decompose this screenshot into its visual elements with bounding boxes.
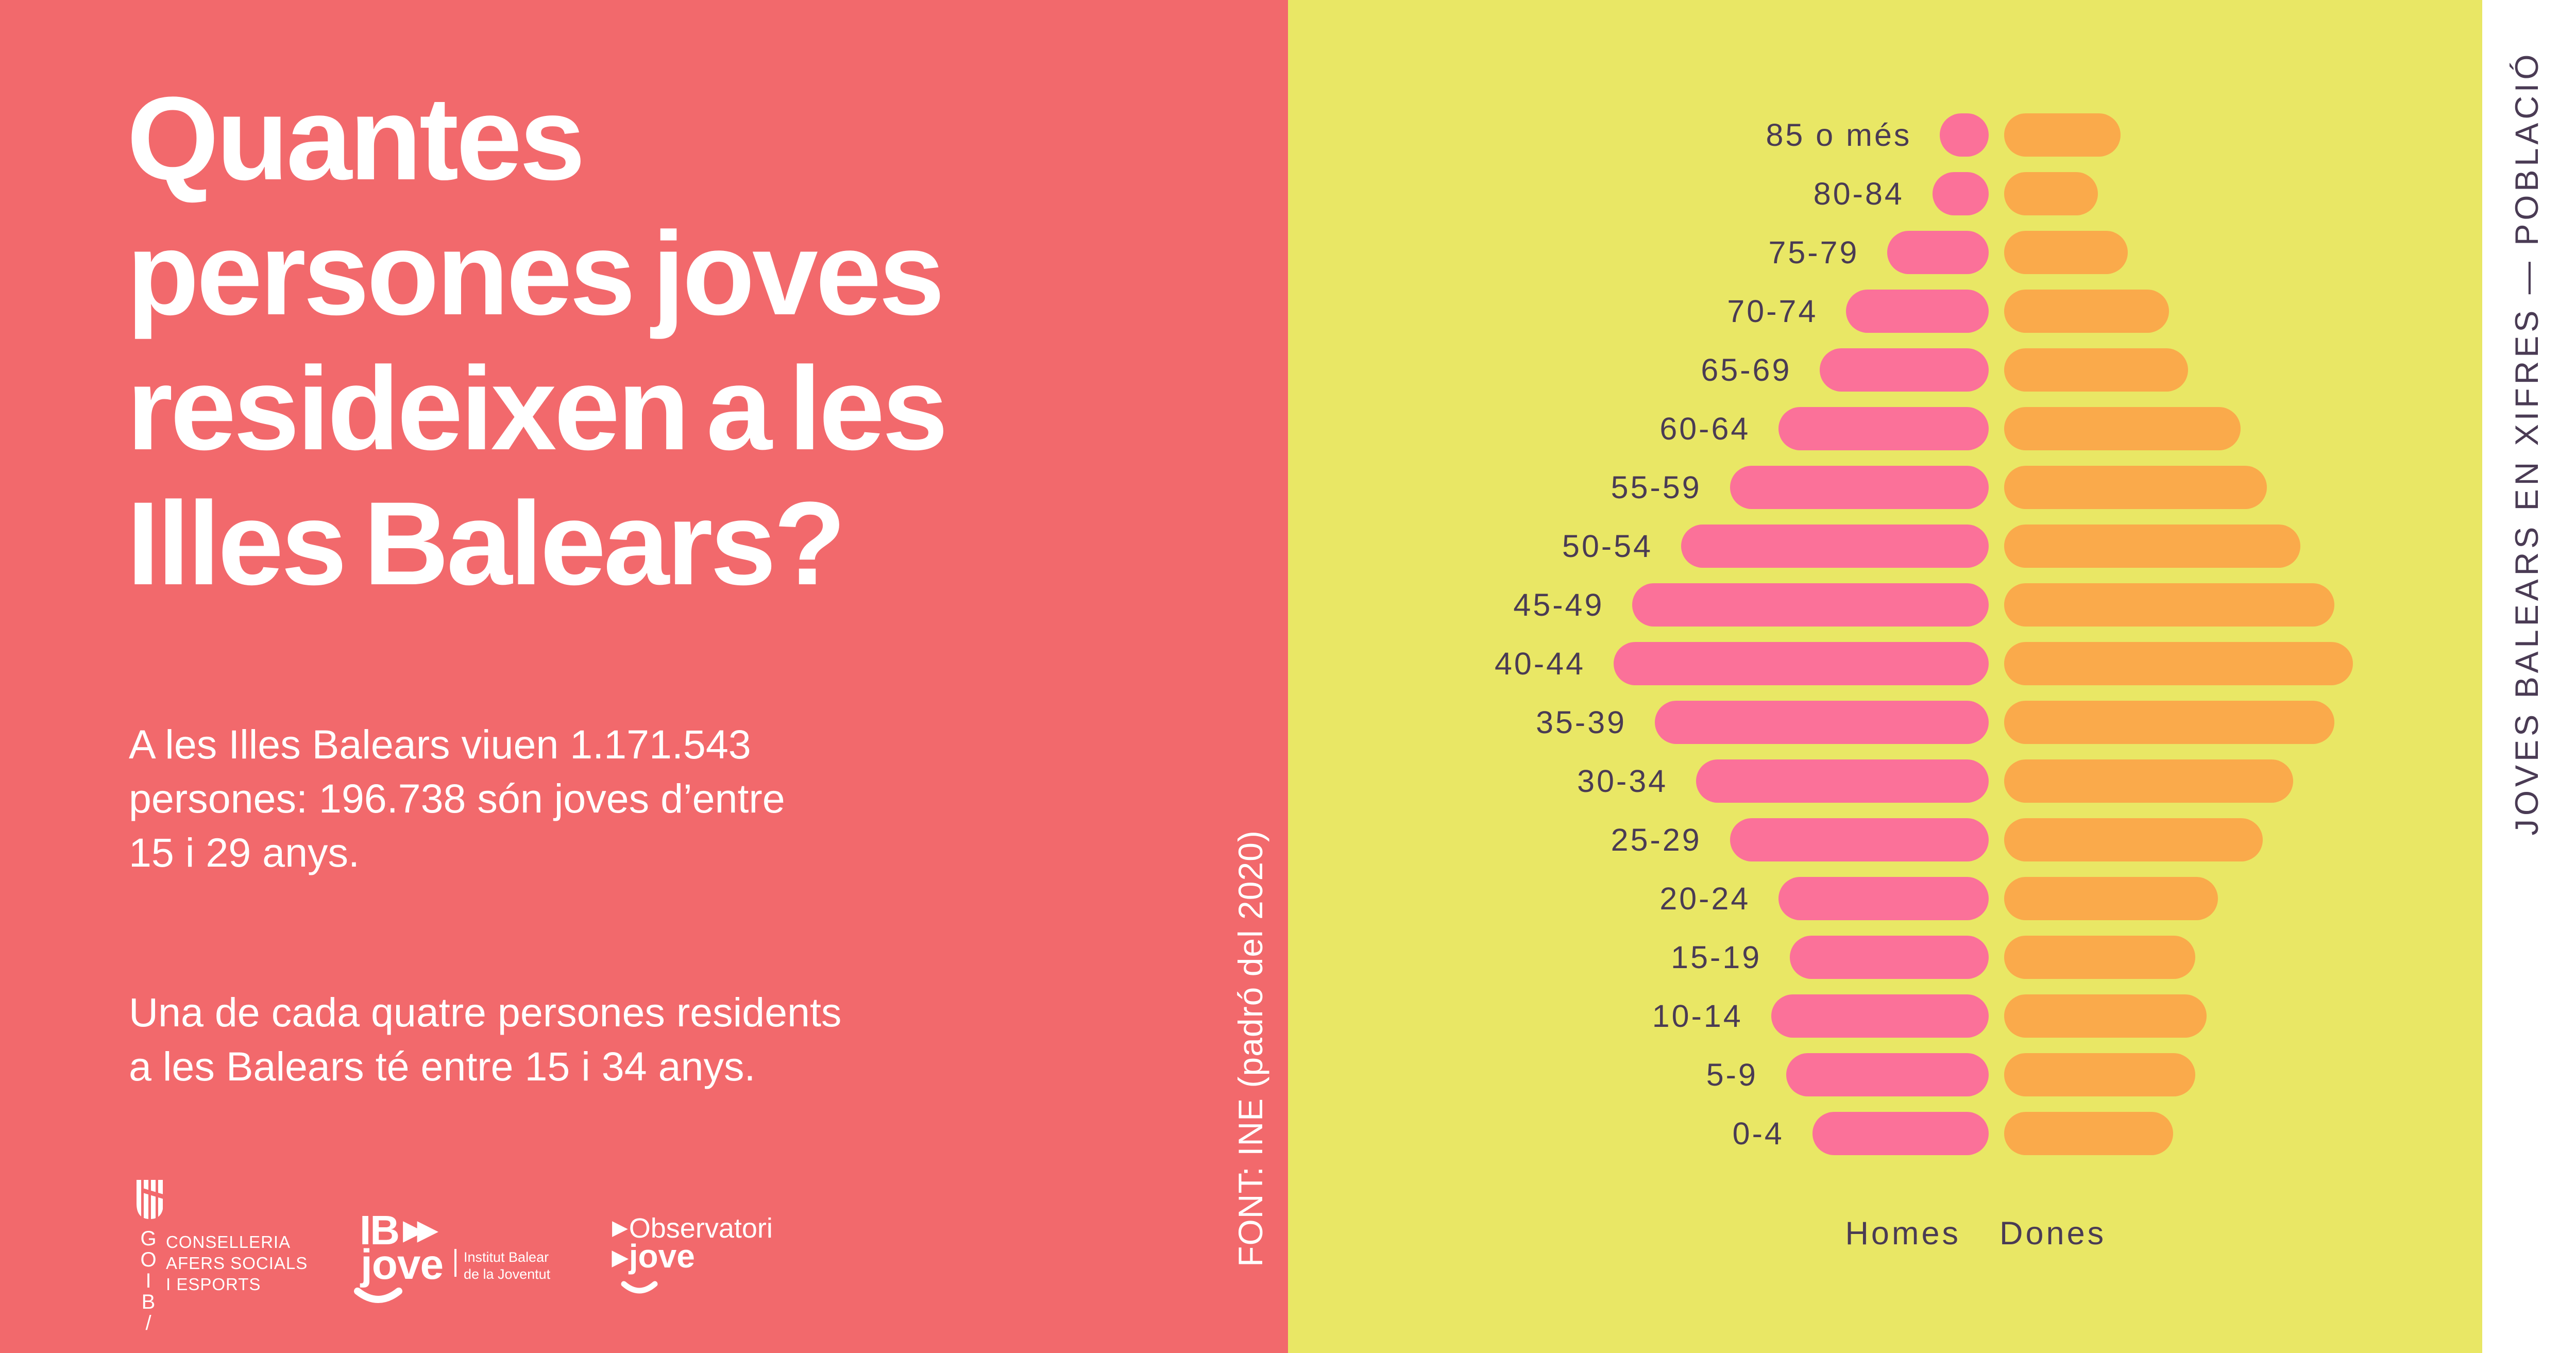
section-caption: JOVES BALEARS EN XIFRES — POBLACIÓ — [2509, 50, 2545, 836]
secondary-paragraph: Una de cada quatre persones residents a … — [129, 985, 841, 1093]
paragraph-line: persones: 196.738 són joves d’entre — [129, 775, 785, 821]
goib-letter: B — [141, 1291, 156, 1313]
paragraph-line: Una de cada quatre persones residents — [129, 989, 842, 1035]
ibjove-tagline: Institut Balear de la Joventut — [464, 1249, 550, 1283]
goib-department-line: CONSELLERIA — [166, 1232, 291, 1251]
observatori-jove-logo: ▶Observatori ▶jove — [612, 1214, 828, 1301]
observatori-wordmark: ▶Observatori — [612, 1214, 773, 1242]
goib-shield-icon — [137, 1180, 163, 1219]
left-text-panel — [0, 0, 1288, 1353]
legend-label-homes: Homes — [1845, 1215, 1961, 1251]
goib-letter: G — [140, 1227, 157, 1250]
intro-paragraph: A les Illes Balears viuen 1.171.543 pers… — [129, 717, 785, 880]
vertical-divider — [454, 1249, 456, 1277]
chart-panel — [1288, 0, 2482, 1353]
title-line: persones joves — [127, 207, 945, 340]
paragraph-line: 15 i 29 anys. — [129, 830, 360, 875]
goib-letter: O — [140, 1248, 157, 1271]
source-note: FONT: INE (padró del 2020) — [1231, 830, 1269, 1267]
play-arrow-icon: ▶ — [612, 1216, 629, 1239]
ibjove-tagline-line: de la Joventut — [464, 1266, 551, 1282]
ibjove-tagline-line: Institut Balear — [464, 1249, 549, 1265]
legend-label-dones: Dones — [1999, 1215, 2107, 1251]
paragraph-line: A les Illes Balears viuen 1.171.543 — [129, 721, 751, 767]
observatori-text: Observatori — [629, 1213, 773, 1244]
observatori-subword: ▶jove — [612, 1240, 695, 1274]
goib-department-line: I ESPORTS — [166, 1275, 261, 1294]
ibjove-subword: jove — [361, 1241, 444, 1288]
goib-department-line: AFERS SOCIALS — [166, 1254, 308, 1273]
title-line: resideixen a les — [127, 342, 948, 475]
ibjove-logo: IB ▶▶ jove Institut Balear de la Joventu… — [354, 1207, 607, 1305]
play-arrows-icon: ▶▶ — [403, 1214, 438, 1245]
observatori-jove-text: jove — [629, 1238, 695, 1275]
page-title: Quantes persones joves resideixen a les … — [127, 71, 948, 611]
title-line: Quantes — [127, 72, 585, 205]
smile-curve-icon — [353, 1287, 403, 1307]
ibjove-wordmark: IB — [360, 1207, 400, 1253]
goib-department: CONSELLERIA AFERS SOCIALS I ESPORTS — [166, 1231, 308, 1295]
paragraph-line: a les Balears té entre 15 i 34 anys. — [129, 1043, 756, 1089]
right-white-strip — [2482, 0, 2576, 1353]
title-line: Illes Balears? — [127, 477, 846, 610]
smile-curve-icon — [620, 1281, 658, 1298]
goib-lettermark: G O I B / — [137, 1228, 160, 1342]
goib-letter: I — [145, 1270, 151, 1292]
play-arrow-icon: ▶ — [612, 1246, 629, 1269]
goib-letter: / — [145, 1312, 151, 1334]
goib-logo: G O I B / CONSELLERIA AFERS SOCIALS I ES… — [137, 1180, 353, 1345]
